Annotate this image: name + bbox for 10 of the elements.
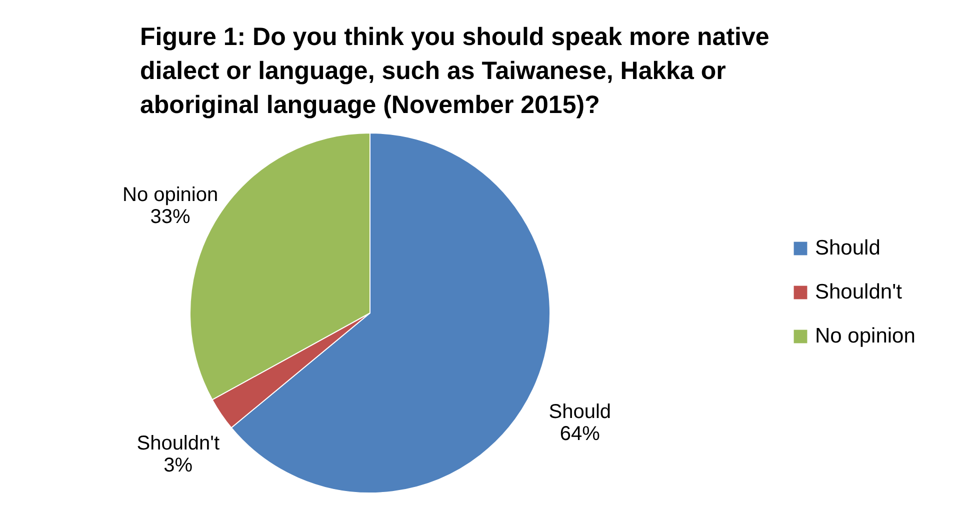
data-label: 3% <box>164 454 193 476</box>
data-label: 33% <box>150 206 191 228</box>
slice-label: Should <box>548 400 612 423</box>
legend-label: Shouldn't <box>815 280 902 304</box>
chart-title: Figure 1: Do you think you should speak more native dialect or language, such as Taiwanese, Hakka or aboriginal language (November 2015)? <box>140 23 770 119</box>
slice-label: Shouldn't <box>136 432 220 454</box>
legend-label: Should <box>815 236 880 260</box>
slice-label: No opinion <box>122 184 218 206</box>
legend-label: No opinion <box>815 324 916 348</box>
data-label: 64% <box>560 422 600 445</box>
